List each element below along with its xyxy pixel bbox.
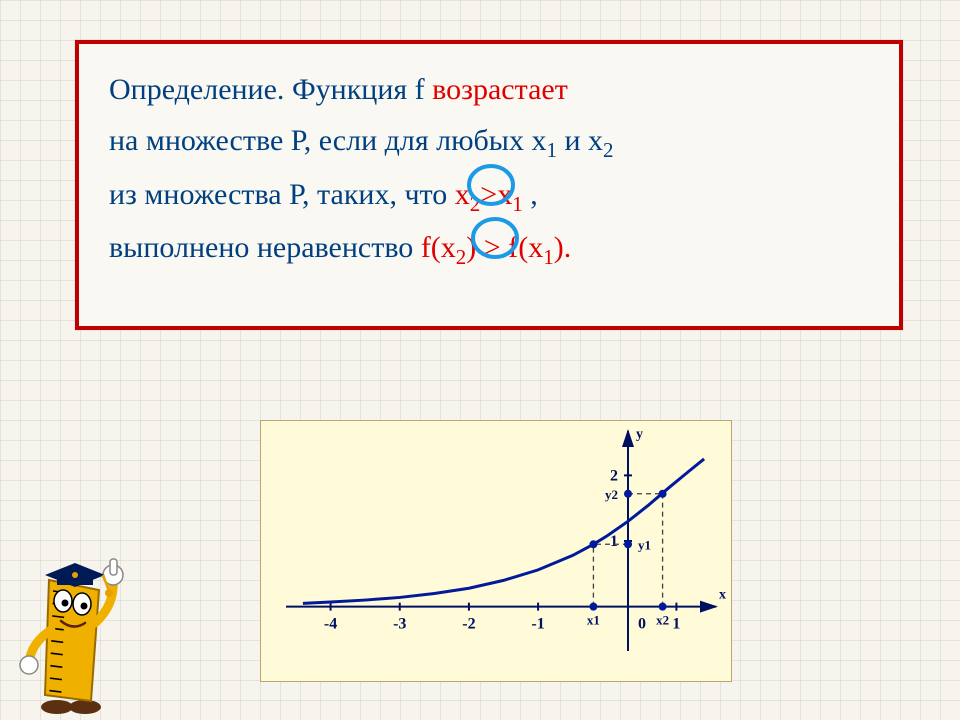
svg-text:-2: -2 [462,616,475,633]
and: и [557,124,588,157]
definition-box: Определение. Функция f возрастает на мно… [75,40,903,330]
def-func: Функция f [292,73,432,106]
def-line4a: выполнено неравенство [109,231,421,264]
x1: x [531,124,546,157]
mascot-svg [5,535,135,715]
svg-text:y: y [636,427,643,442]
def-increases: возрастает [432,73,568,106]
svg-text:0: 0 [638,616,646,633]
svg-text:x2: x2 [656,613,669,628]
fx1-sub: 1 [543,245,554,269]
chart-svg: -4 -3 -2 -1 1 1 2 x y 0 x1 x2 y1 y2 [261,421,731,681]
def-prefix: Определение. [109,73,292,106]
fx2-sub: 2 [456,245,467,269]
svg-text:x: x [719,588,726,603]
fx1b: ). [554,231,572,264]
x2: x [588,124,603,157]
definition-text: Определение. Функция f возрастает на мно… [109,64,869,276]
svg-text:2: 2 [610,467,618,484]
gt-1: > [480,169,497,220]
svg-text:-3: -3 [393,616,406,633]
fx2a: f(x [421,231,456,264]
svg-text:y2: y2 [605,487,618,502]
svg-text:x1: x1 [587,613,600,628]
def-line3a: из множества Р, таких, что [109,178,455,211]
x1-sub: 1 [546,138,557,162]
svg-text:-4: -4 [324,616,337,633]
x2-sub: 2 [603,138,614,162]
function-graph: -4 -3 -2 -1 1 1 2 x y 0 x1 x2 y1 y2 [260,420,732,682]
gt-2: > [484,222,501,273]
svg-text:1: 1 [672,616,680,633]
svg-text:1: 1 [610,533,618,550]
svg-text:y1: y1 [638,537,651,552]
mascot-icon [5,535,135,715]
def-line2a: на множестве Р, если для любых [109,124,531,157]
comma: , [523,178,538,211]
svg-text:-1: -1 [531,616,544,633]
